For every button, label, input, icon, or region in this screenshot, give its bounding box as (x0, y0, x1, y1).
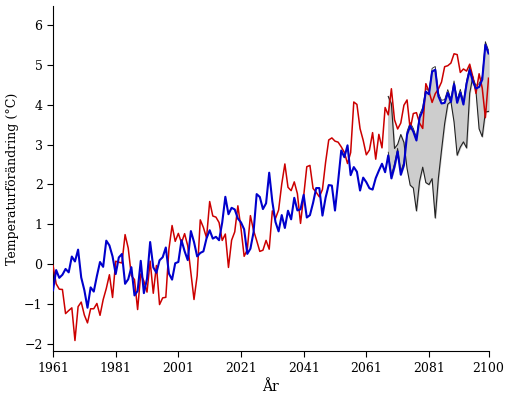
X-axis label: År: År (262, 380, 278, 394)
Y-axis label: Temperaturförändring (°C): Temperaturförändring (°C) (6, 92, 18, 265)
